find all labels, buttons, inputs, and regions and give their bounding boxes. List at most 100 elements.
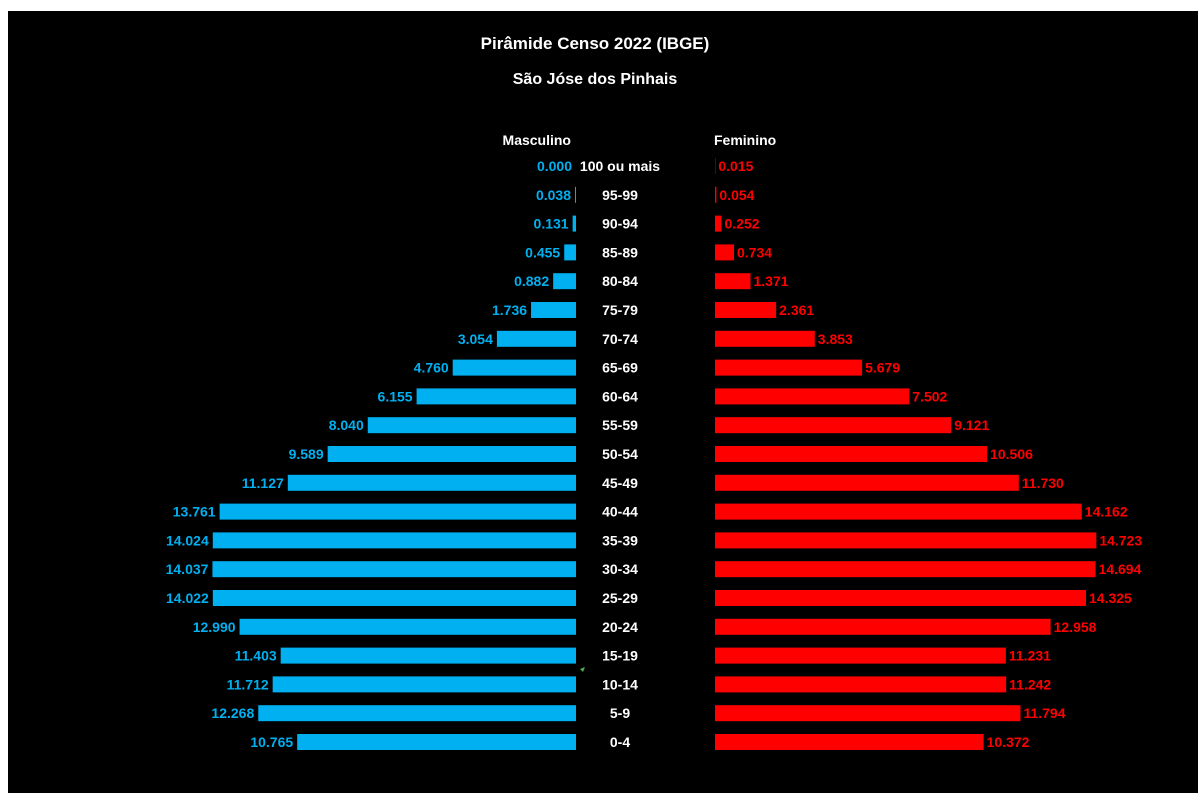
category-label: 70-74: [602, 331, 638, 347]
female-value-label: 0.015: [718, 158, 753, 174]
female-bar: [715, 561, 1096, 577]
male-bar: [564, 244, 576, 260]
male-bar: [417, 388, 576, 404]
chart-canvas: Pirâmide Censo 2022 (IBGE) São Jóse dos …: [8, 11, 1198, 793]
male-value-label: 13.761: [173, 504, 216, 520]
female-value-label: 11.231: [1009, 648, 1051, 664]
category-label: 0-4: [610, 734, 630, 750]
male-value-label: 12.990: [193, 619, 236, 635]
male-bar: [288, 475, 576, 491]
female-bar: [715, 388, 909, 404]
female-bar: [715, 590, 1086, 606]
female-value-label: 14.162: [1085, 504, 1128, 520]
category-label: 45-49: [602, 475, 638, 491]
category-label: 65-69: [602, 360, 638, 376]
male-value-label: 14.024: [166, 532, 209, 548]
male-bar: [497, 331, 576, 347]
category-label: 35-39: [602, 532, 638, 548]
male-bar: [553, 273, 576, 289]
category-label: 75-79: [602, 302, 638, 318]
female-value-label: 14.325: [1089, 590, 1132, 606]
male-value-label: 6.155: [378, 388, 413, 404]
chart-title: Pirâmide Censo 2022 (IBGE): [481, 34, 710, 53]
category-label: 20-24: [602, 619, 638, 635]
male-bar: [281, 648, 576, 664]
male-bar: [368, 417, 576, 433]
category-label: 5-9: [610, 705, 630, 721]
male-bar: [213, 532, 576, 548]
female-value-label: 0.252: [725, 216, 760, 232]
female-bar: [715, 216, 722, 232]
category-label: 85-89: [602, 244, 638, 260]
category-label: 25-29: [602, 590, 638, 606]
female-bar: [715, 648, 1006, 664]
male-bar: [273, 676, 576, 692]
category-label: 100 ou mais: [580, 158, 660, 174]
male-bar: [212, 561, 576, 577]
female-bar: [715, 734, 984, 750]
male-value-label: 0.131: [534, 216, 569, 232]
male-value-label: 0.455: [525, 244, 560, 260]
male-value-label: 11.127: [242, 475, 284, 491]
female-value-label: 0.734: [737, 244, 772, 260]
female-bar: [715, 187, 716, 203]
female-bar: [715, 619, 1051, 635]
male-value-label: 11.403: [235, 648, 277, 664]
male-bar: [258, 705, 576, 721]
population-pyramid-chart: Pirâmide Censo 2022 (IBGE) São Jóse dos …: [8, 11, 1198, 793]
male-value-label: 11.712: [227, 676, 269, 692]
female-bar: [715, 676, 1006, 692]
female-value-label: 11.730: [1022, 475, 1064, 491]
female-value-label: 12.958: [1054, 619, 1097, 635]
male-value-label: 14.022: [166, 590, 209, 606]
female-bar: [715, 532, 1096, 548]
category-label: 95-99: [602, 187, 638, 203]
female-value-label: 1.371: [754, 273, 789, 289]
female-value-label: 11.242: [1009, 676, 1051, 692]
male-value-label: 9.589: [289, 446, 324, 462]
female-bar: [715, 446, 987, 462]
female-value-label: 2.361: [779, 302, 814, 318]
female-bar: [715, 244, 734, 260]
female-value-label: 14.723: [1099, 532, 1142, 548]
male-value-label: 10.765: [250, 734, 293, 750]
female-bar: [715, 331, 815, 347]
female-bar: [715, 705, 1020, 721]
legend-female: Feminino: [714, 132, 776, 148]
male-bar: [573, 216, 576, 232]
male-bar: [240, 619, 576, 635]
category-label: 10-14: [602, 676, 638, 692]
female-value-label: 5.679: [865, 360, 900, 376]
category-label: 30-34: [602, 561, 638, 577]
legend-male: Masculino: [503, 132, 571, 148]
category-label: 15-19: [602, 648, 638, 664]
category-label: 50-54: [602, 446, 638, 462]
category-label: 60-64: [602, 388, 638, 404]
male-value-label: 0.038: [536, 187, 571, 203]
male-value-label: 0.882: [514, 273, 549, 289]
male-bar: [531, 302, 576, 318]
male-value-label: 12.268: [211, 705, 254, 721]
female-value-label: 7.502: [912, 388, 947, 404]
male-bar: [328, 446, 576, 462]
female-value-label: 9.121: [954, 417, 989, 433]
female-value-label: 0.054: [719, 187, 754, 203]
category-label: 40-44: [602, 504, 638, 520]
male-bar: [297, 734, 576, 750]
female-value-label: 11.794: [1023, 705, 1065, 721]
pyramid-rows: 100 ou mais 0.000 0.015 95-99 0.038 0.054 90-9…: [166, 158, 1143, 750]
female-bar: [715, 360, 862, 376]
female-value-label: 10.372: [987, 734, 1030, 750]
male-value-label: 0.000: [537, 158, 572, 174]
male-bar: [213, 590, 576, 606]
male-value-label: 8.040: [329, 417, 364, 433]
chart-subtitle: São Jóse dos Pinhais: [513, 71, 678, 88]
female-bar: [715, 417, 951, 433]
female-bar: [715, 475, 1019, 491]
male-value-label: 3.054: [458, 331, 493, 347]
male-value-label: 14.037: [166, 561, 209, 577]
small-green-marker: [580, 667, 585, 672]
female-bar: [715, 504, 1082, 520]
category-label: 90-94: [602, 216, 638, 232]
female-value-label: 3.853: [818, 331, 853, 347]
